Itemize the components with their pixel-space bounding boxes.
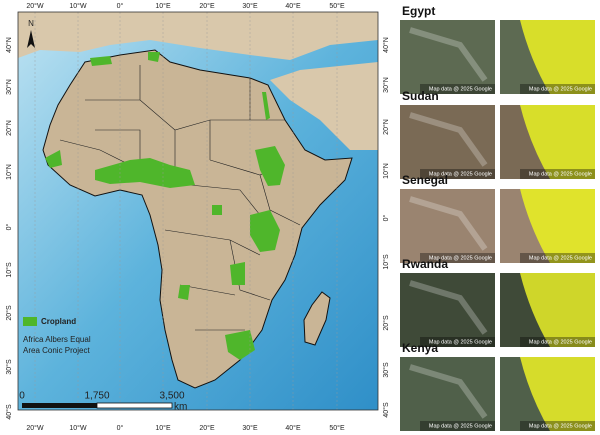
image-credit: Map data @ 2025 Google [529, 86, 592, 92]
projection-line: Africa Albers Equal [23, 335, 91, 344]
latitude-label: 40°S [5, 404, 13, 420]
latitude-label: 30°S [5, 359, 13, 375]
credit-band [420, 337, 495, 347]
image-credit: Map data @ 2025 Google [529, 171, 592, 177]
latitude-label: 10°N [382, 163, 390, 179]
legend-swatch [23, 317, 37, 326]
country-name: Egypt [402, 4, 435, 18]
longitude-label: 20°W [26, 424, 44, 432]
field-texture [409, 364, 488, 419]
longitude-label: 0° [117, 424, 124, 432]
longitude-label: 30°E [242, 2, 258, 10]
latitude-label: 0° [5, 223, 13, 230]
map-frame [17, 11, 379, 411]
longitude-label: 40°E [285, 424, 301, 432]
latitude-label: 40°N [5, 37, 13, 53]
latitude-label: 0° [382, 214, 390, 221]
credit-band [520, 84, 595, 94]
longitude-label: 10°W [69, 2, 87, 10]
credit-band [520, 421, 595, 431]
africa [42, 49, 353, 389]
borders [59, 65, 301, 331]
image-credit: Map data @ 2025 Google [429, 423, 492, 429]
longitude-label: 10°E [155, 424, 171, 432]
cropland-highlight [520, 105, 595, 179]
arabia [270, 62, 378, 150]
satellite-image [400, 20, 495, 94]
credit-band [420, 253, 495, 263]
longitude-label: 50°E [329, 424, 345, 432]
image-credit: Map data @ 2025 Google [529, 423, 592, 429]
latitude-label: 10°S [5, 262, 13, 278]
image-credit: Map data @ 2025 Google [429, 339, 492, 345]
latitude-label: 40°N [382, 37, 390, 53]
scale-label: 0 [19, 391, 25, 402]
image-credit: Map data @ 2025 Google [429, 255, 492, 261]
longitude-label: 0° [117, 2, 124, 10]
north-arrow [27, 30, 35, 48]
scale-bar-segment [22, 403, 97, 408]
longitude-label: 10°E [155, 2, 171, 10]
field-texture [409, 196, 488, 251]
cropland-highlight [520, 189, 595, 263]
credit-band [520, 253, 595, 263]
latitude-label: 30°S [382, 362, 390, 378]
satellite-image [400, 273, 495, 347]
longitude-label: 30°E [242, 424, 258, 432]
legend-label: Cropland [41, 317, 76, 326]
europe [18, 12, 378, 60]
longitude-label: 10°W [69, 424, 87, 432]
longitude-label: 40°E [285, 2, 301, 10]
scale-label: 1,750 [84, 391, 109, 402]
longitude-label: 20°W [26, 2, 44, 10]
latitude-label: 40°S [382, 402, 390, 418]
cropland-highlight [520, 20, 595, 94]
image-credit: Map data @ 2025 Google [429, 86, 492, 92]
credit-band [520, 169, 595, 179]
satellite-image [400, 357, 495, 431]
satellite-image [400, 105, 495, 179]
scale-label: 3,500 [159, 391, 184, 402]
cropland-highlight [520, 357, 595, 431]
country-name: Senegal [402, 173, 448, 187]
latitude-label: 20°N [5, 120, 13, 136]
image-credit: Map data @ 2025 Google [429, 171, 492, 177]
projection-line: Area Conic Project [23, 346, 90, 355]
latitude-label: 10°N [5, 164, 13, 180]
image-credit: Map data @ 2025 Google [529, 255, 592, 261]
credit-band [420, 421, 495, 431]
image-credit: Map data @ 2025 Google [529, 339, 592, 345]
madagascar [303, 291, 331, 346]
latitude-label: 20°N [382, 119, 390, 135]
field-texture [409, 112, 488, 167]
country-name: Sudan [402, 89, 439, 103]
latitude-label: 30°N [382, 77, 390, 93]
country-name: Rwanda [402, 257, 448, 271]
scale-bar-segment [96, 402, 173, 409]
country-name: Kenya [402, 341, 438, 355]
longitude-label: 20°E [199, 424, 215, 432]
latitude-label: 10°S [382, 254, 390, 270]
latitude-label: 20°S [382, 315, 390, 331]
longitude-label: 20°E [199, 2, 215, 10]
satellite-image [400, 189, 495, 263]
credit-band [420, 169, 495, 179]
field-texture [409, 27, 488, 82]
north-label: N [28, 19, 34, 28]
cropland-highlight [520, 273, 595, 347]
credit-band [420, 84, 495, 94]
latitude-label: 20°S [5, 305, 13, 321]
scale-unit: km [174, 402, 187, 413]
field-texture [409, 280, 488, 335]
map-body [18, 12, 378, 410]
latitude-label: 30°N [5, 79, 13, 95]
longitude-label: 50°E [329, 2, 345, 10]
credit-band [520, 337, 595, 347]
